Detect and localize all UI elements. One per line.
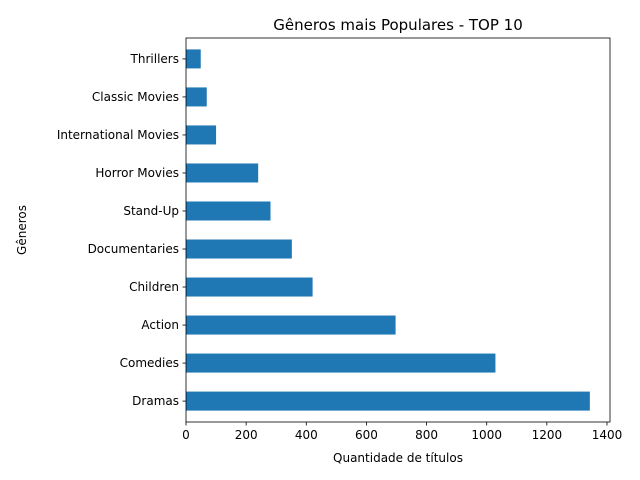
bar-comedies xyxy=(186,353,496,373)
y-tick-label-international-movies: International Movies xyxy=(57,128,179,142)
x-tick-label-1200: 1200 xyxy=(532,428,563,442)
y-tick-label-children: Children xyxy=(129,280,179,294)
x-ticks-group: 0 200 400 600 800 1000 1200 1400 xyxy=(182,422,622,442)
x-tick-label-600: 600 xyxy=(355,428,378,442)
x-tick-label-1000: 1000 xyxy=(471,428,502,442)
chart-title: Gêneros mais Populares - TOP 10 xyxy=(273,16,523,34)
y-tick-label-classic-movies: Classic Movies xyxy=(92,90,179,104)
x-tick-label-200: 200 xyxy=(235,428,258,442)
plot-frame xyxy=(185,37,611,423)
x-tick-label-800: 800 xyxy=(415,428,438,442)
y-axis-label: Gêneros xyxy=(15,205,29,255)
y-tick-label-horror-movies: Horror Movies xyxy=(95,166,179,180)
bars-group xyxy=(186,49,590,411)
bar-international-movies xyxy=(186,125,217,145)
y-tick-label-comedies: Comedies xyxy=(120,356,179,370)
bar-dramas xyxy=(186,391,590,411)
y-tick-label-dramas: Dramas xyxy=(132,394,179,408)
bar-documentaries xyxy=(186,239,292,259)
y-ticks-group: Dramas Comedies Action Children Documentarie… xyxy=(57,52,186,408)
y-tick-label-action: Action xyxy=(141,318,179,332)
x-axis-label: Quantidade de títulos xyxy=(333,451,463,465)
bar-children xyxy=(186,277,313,297)
x-tick-label-1400: 1400 xyxy=(592,428,623,442)
bar-classic-movies xyxy=(186,87,207,107)
x-tick-label-0: 0 xyxy=(182,428,190,442)
y-tick-label-thrillers: Thrillers xyxy=(130,52,179,66)
y-tick-label-documentaries: Documentaries xyxy=(88,242,179,256)
bar-thrillers xyxy=(186,49,201,69)
x-tick-label-400: 400 xyxy=(295,428,318,442)
bar-horror-movies xyxy=(186,163,259,183)
y-tick-label-stand-up: Stand-Up xyxy=(123,204,179,218)
bar-stand-up xyxy=(186,201,271,221)
bar-action xyxy=(186,315,396,335)
